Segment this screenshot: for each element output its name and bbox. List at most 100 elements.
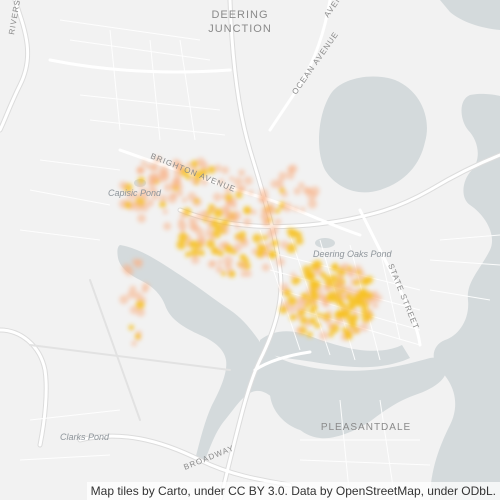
heat-point bbox=[133, 291, 142, 300]
heat-point bbox=[316, 312, 323, 319]
heat-point bbox=[238, 261, 247, 270]
heat-point bbox=[280, 240, 289, 250]
capisic-pond-label: Capisic Pond bbox=[108, 188, 162, 198]
heat-point bbox=[351, 313, 359, 322]
south-pond-water bbox=[270, 391, 342, 435]
heat-point bbox=[214, 164, 222, 172]
heat-point bbox=[233, 177, 243, 187]
heat-point bbox=[298, 182, 305, 189]
heat-point bbox=[180, 226, 186, 232]
heat-point bbox=[302, 265, 312, 274]
heat-point bbox=[177, 165, 184, 172]
heat-point bbox=[215, 265, 223, 273]
heat-point bbox=[293, 205, 299, 212]
heat-point bbox=[240, 270, 247, 278]
heat-point bbox=[191, 255, 200, 265]
back-cove-water bbox=[318, 76, 427, 193]
heat-point bbox=[223, 255, 233, 266]
heat-point bbox=[207, 260, 216, 269]
heat-point bbox=[279, 305, 288, 314]
heat-point bbox=[178, 218, 184, 225]
heat-point bbox=[299, 316, 308, 325]
heat-point bbox=[251, 209, 257, 215]
heat-point bbox=[274, 208, 280, 214]
heat-point bbox=[302, 186, 311, 195]
heat-point bbox=[228, 176, 235, 182]
deering-oaks-pond-label: Deering Oaks Pond bbox=[313, 249, 393, 259]
heat-point bbox=[211, 229, 222, 239]
heat-point bbox=[282, 202, 293, 213]
heat-point bbox=[225, 209, 231, 215]
heat-point bbox=[355, 269, 362, 275]
heat-point bbox=[124, 201, 132, 209]
heat-point bbox=[163, 183, 173, 192]
heat-point bbox=[347, 270, 355, 278]
heat-point bbox=[244, 270, 252, 278]
heat-point bbox=[148, 173, 156, 182]
heat-point bbox=[193, 170, 203, 181]
heat-point bbox=[261, 263, 270, 272]
heat-point bbox=[148, 163, 158, 172]
heat-point bbox=[132, 201, 143, 212]
heat-point bbox=[347, 265, 353, 271]
heat-point bbox=[349, 279, 356, 285]
heat-point bbox=[327, 322, 334, 330]
heat-point bbox=[329, 274, 338, 283]
heat-point bbox=[339, 264, 345, 270]
heat-point bbox=[286, 227, 293, 234]
heat-point bbox=[220, 218, 230, 228]
heat-point bbox=[195, 227, 204, 237]
pleasantdale-label: PLEASANTDALE bbox=[321, 422, 411, 433]
heat-point bbox=[295, 277, 301, 283]
heat-point bbox=[134, 333, 141, 340]
heat-point bbox=[307, 271, 316, 280]
heat-point bbox=[173, 176, 180, 184]
heat-point bbox=[127, 290, 135, 299]
heat-point bbox=[171, 184, 177, 191]
heat-point bbox=[138, 190, 149, 200]
heat-point bbox=[228, 270, 236, 278]
heat-point bbox=[185, 162, 192, 168]
heat-point bbox=[303, 301, 310, 308]
heat-point bbox=[311, 292, 320, 301]
heat-point bbox=[367, 309, 373, 315]
heat-point bbox=[300, 206, 306, 212]
heat-point bbox=[289, 313, 297, 321]
heat-point bbox=[145, 163, 151, 169]
heat-point bbox=[188, 221, 199, 231]
heat-point bbox=[218, 178, 225, 185]
heat-point bbox=[366, 292, 374, 300]
clarks-pond-label: Clarks Pond bbox=[60, 432, 110, 442]
heat-point bbox=[151, 193, 159, 201]
heat-point bbox=[178, 232, 189, 243]
heat-point bbox=[295, 298, 303, 305]
heat-point bbox=[220, 228, 226, 234]
heat-point bbox=[221, 271, 226, 277]
heat-point bbox=[242, 257, 249, 264]
north-road bbox=[48, 58, 232, 74]
fore-river-water bbox=[117, 245, 447, 460]
heat-point bbox=[242, 217, 252, 227]
heat-point bbox=[372, 290, 378, 296]
water-layer bbox=[117, 0, 500, 500]
heat-point bbox=[136, 307, 146, 317]
heat-point bbox=[252, 233, 262, 243]
heat-point bbox=[295, 236, 304, 245]
heat-point bbox=[119, 295, 129, 305]
heat-point bbox=[201, 210, 207, 217]
heat-point bbox=[199, 161, 209, 171]
heat-point bbox=[238, 169, 246, 177]
heat-point bbox=[176, 240, 186, 250]
heat-point bbox=[260, 213, 266, 219]
heat-point bbox=[260, 206, 269, 214]
heat-point bbox=[338, 292, 344, 299]
heat-point bbox=[231, 210, 242, 221]
heat-point bbox=[279, 187, 285, 194]
heat-point bbox=[158, 165, 169, 176]
heat-point bbox=[217, 259, 223, 265]
heat-point bbox=[200, 178, 208, 186]
heat-point bbox=[337, 274, 344, 281]
map-attribution[interactable]: Map tiles by Carto, under CC BY 3.0. Dat… bbox=[86, 482, 500, 500]
